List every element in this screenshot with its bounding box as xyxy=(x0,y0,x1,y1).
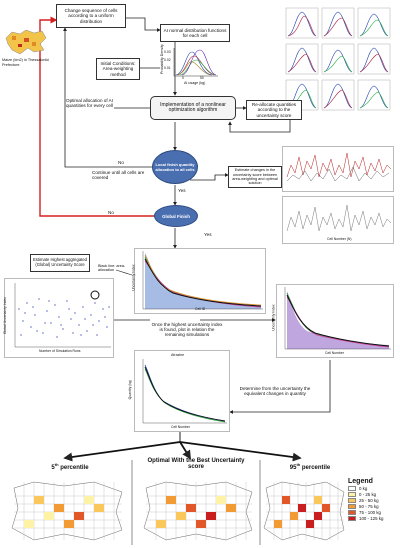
legend-swatch xyxy=(348,503,356,509)
continue-label: Continue until all cells are covered xyxy=(92,170,145,181)
map-p95-graphic xyxy=(263,481,345,541)
change-sequence-box: Change sequence of cells according to a … xyxy=(56,4,126,28)
center-xlabel: Cell ID xyxy=(195,307,206,311)
legend-swatch xyxy=(348,509,356,515)
legend-label: 0 - 25 kg xyxy=(359,491,377,497)
legend-swatch xyxy=(348,497,356,503)
density-grid-plots xyxy=(284,6,394,112)
legend-item: 25 - 50 kg xyxy=(348,497,398,503)
map-p5 xyxy=(4,478,128,544)
prob-tick-1: 0.03 xyxy=(164,50,171,54)
uncertainty-plot-center: Cell ID Uncertainty Index xyxy=(132,248,266,314)
scatter-graphic xyxy=(14,283,111,348)
scatter-plot: Number of Simulation Runs Global Uncerta… xyxy=(2,278,114,358)
map-title-optimal: Optimal With the Best Uncertainty score xyxy=(147,458,245,470)
prob-tick-3: 0.01 xyxy=(164,66,171,70)
legend-item: 0 - 25 kg xyxy=(348,491,398,497)
timeseries-bottom-graphic xyxy=(286,204,392,232)
once-highest-label: Once the highest uncertainty index is fo… xyxy=(151,322,223,338)
ai-tick-0: 0 xyxy=(182,76,184,80)
yes-label-1: Yes xyxy=(178,188,186,193)
global-finish-oval: Global Finish xyxy=(154,205,198,227)
prob-density-plot: Probability Density 0.03 0.02 0.01 0 50 … xyxy=(160,44,220,86)
uncertainty-right-graphic xyxy=(284,287,391,350)
scatter-ylabel: Global Uncertainty Index xyxy=(2,297,7,335)
optimal-allocation-label: Optimal allocation of AI quantities for … xyxy=(66,98,113,109)
legend-label: 25 - 50 kg xyxy=(359,497,379,503)
initial-conditions-box: Initial Conditions: Area-weighting metho… xyxy=(96,58,140,80)
ai-tick-50: 50 xyxy=(200,76,204,80)
legend-item: 50 - 75 kg xyxy=(348,503,398,509)
legend-swatch xyxy=(348,491,356,497)
legend-label: 75 - 100 kg xyxy=(359,509,381,515)
map-optimal xyxy=(136,478,258,544)
uncertainty-plot-right: Cell Number Uncertainty Index xyxy=(272,284,394,358)
implementation-box: Implementation of a nonlinear optimizati… xyxy=(150,96,236,120)
legend-item: 0 kg xyxy=(348,485,398,491)
maize-map-graphic xyxy=(5,29,47,55)
no-label-1: No xyxy=(118,160,124,165)
legend-label: 100 - 125 kg xyxy=(359,515,384,521)
legend-item: 100 - 125 kg xyxy=(348,515,398,521)
legend-label: 50 - 75 kg xyxy=(359,503,379,509)
estimate-changes-box: Estimate changes in the uncertainty scor… xyxy=(228,166,282,188)
maize-map xyxy=(4,28,48,56)
map-title-p5: 5th percentile xyxy=(51,462,89,471)
quantity-xlabel: Cell Number xyxy=(171,425,190,429)
reallocate-box: Re-allocate quantities according to the … xyxy=(246,100,302,120)
ai-normal-box: AI normal distribution functions for eac… xyxy=(160,24,230,42)
timeseries-plot-top xyxy=(282,146,394,192)
legend-label: 0 kg xyxy=(359,485,368,491)
legend: Legend 0 kg 0 - 25 kg 25 - 50 kg 50 - 75… xyxy=(348,478,398,544)
no-label-2: No xyxy=(108,210,114,215)
legend-swatch xyxy=(348,485,356,491)
quantity-title: Atrazine xyxy=(171,353,185,357)
ai-axis-label: AI usage (kg) xyxy=(184,81,206,85)
quantity-plot: Atrazine Cell Number Quantity (kg) xyxy=(128,350,230,432)
black-line-label: Black line: area-allocation xyxy=(98,264,126,273)
timeseries-plot-bottom: Cell Number (N) xyxy=(282,196,394,244)
density-grid-graphic xyxy=(285,7,391,111)
map-p95 xyxy=(262,478,346,544)
scatter-xlabel: Number of Simulation Runs xyxy=(39,349,81,353)
map-optimal-graphic xyxy=(143,481,253,541)
quantity-ylabel: Quantity (kg) xyxy=(128,379,133,400)
local-finish-oval: Local finish quantity allocation to all … xyxy=(152,150,198,184)
maize-label: Maize (km2) in Thessaloniki Prefecture xyxy=(2,58,49,68)
right-ylabel: Uncertainty Index xyxy=(271,304,276,331)
prob-density-graphic xyxy=(173,48,218,77)
quantity-graphic xyxy=(142,359,227,424)
yes-label-2: Yes xyxy=(204,232,212,237)
estimate-highest-box: Estimate Highest aggregated (Global) Unc… xyxy=(30,254,90,272)
timeseries-top-graphic xyxy=(286,152,392,182)
cell-number-label: Cell Number (N) xyxy=(327,237,352,241)
prob-tick-2: 0.02 xyxy=(164,58,171,62)
map-p5-graphic xyxy=(11,481,123,541)
right-xlabel: Cell Number xyxy=(325,351,344,355)
uncertainty-center-graphic xyxy=(142,251,263,310)
legend-title: Legend xyxy=(348,478,373,485)
legend-item: 75 - 100 kg xyxy=(348,509,398,515)
legend-swatch xyxy=(348,515,356,521)
map-title-p95: 95th percentile xyxy=(289,462,331,471)
determine-label: Determine from the uncertainty the equiv… xyxy=(239,386,311,397)
